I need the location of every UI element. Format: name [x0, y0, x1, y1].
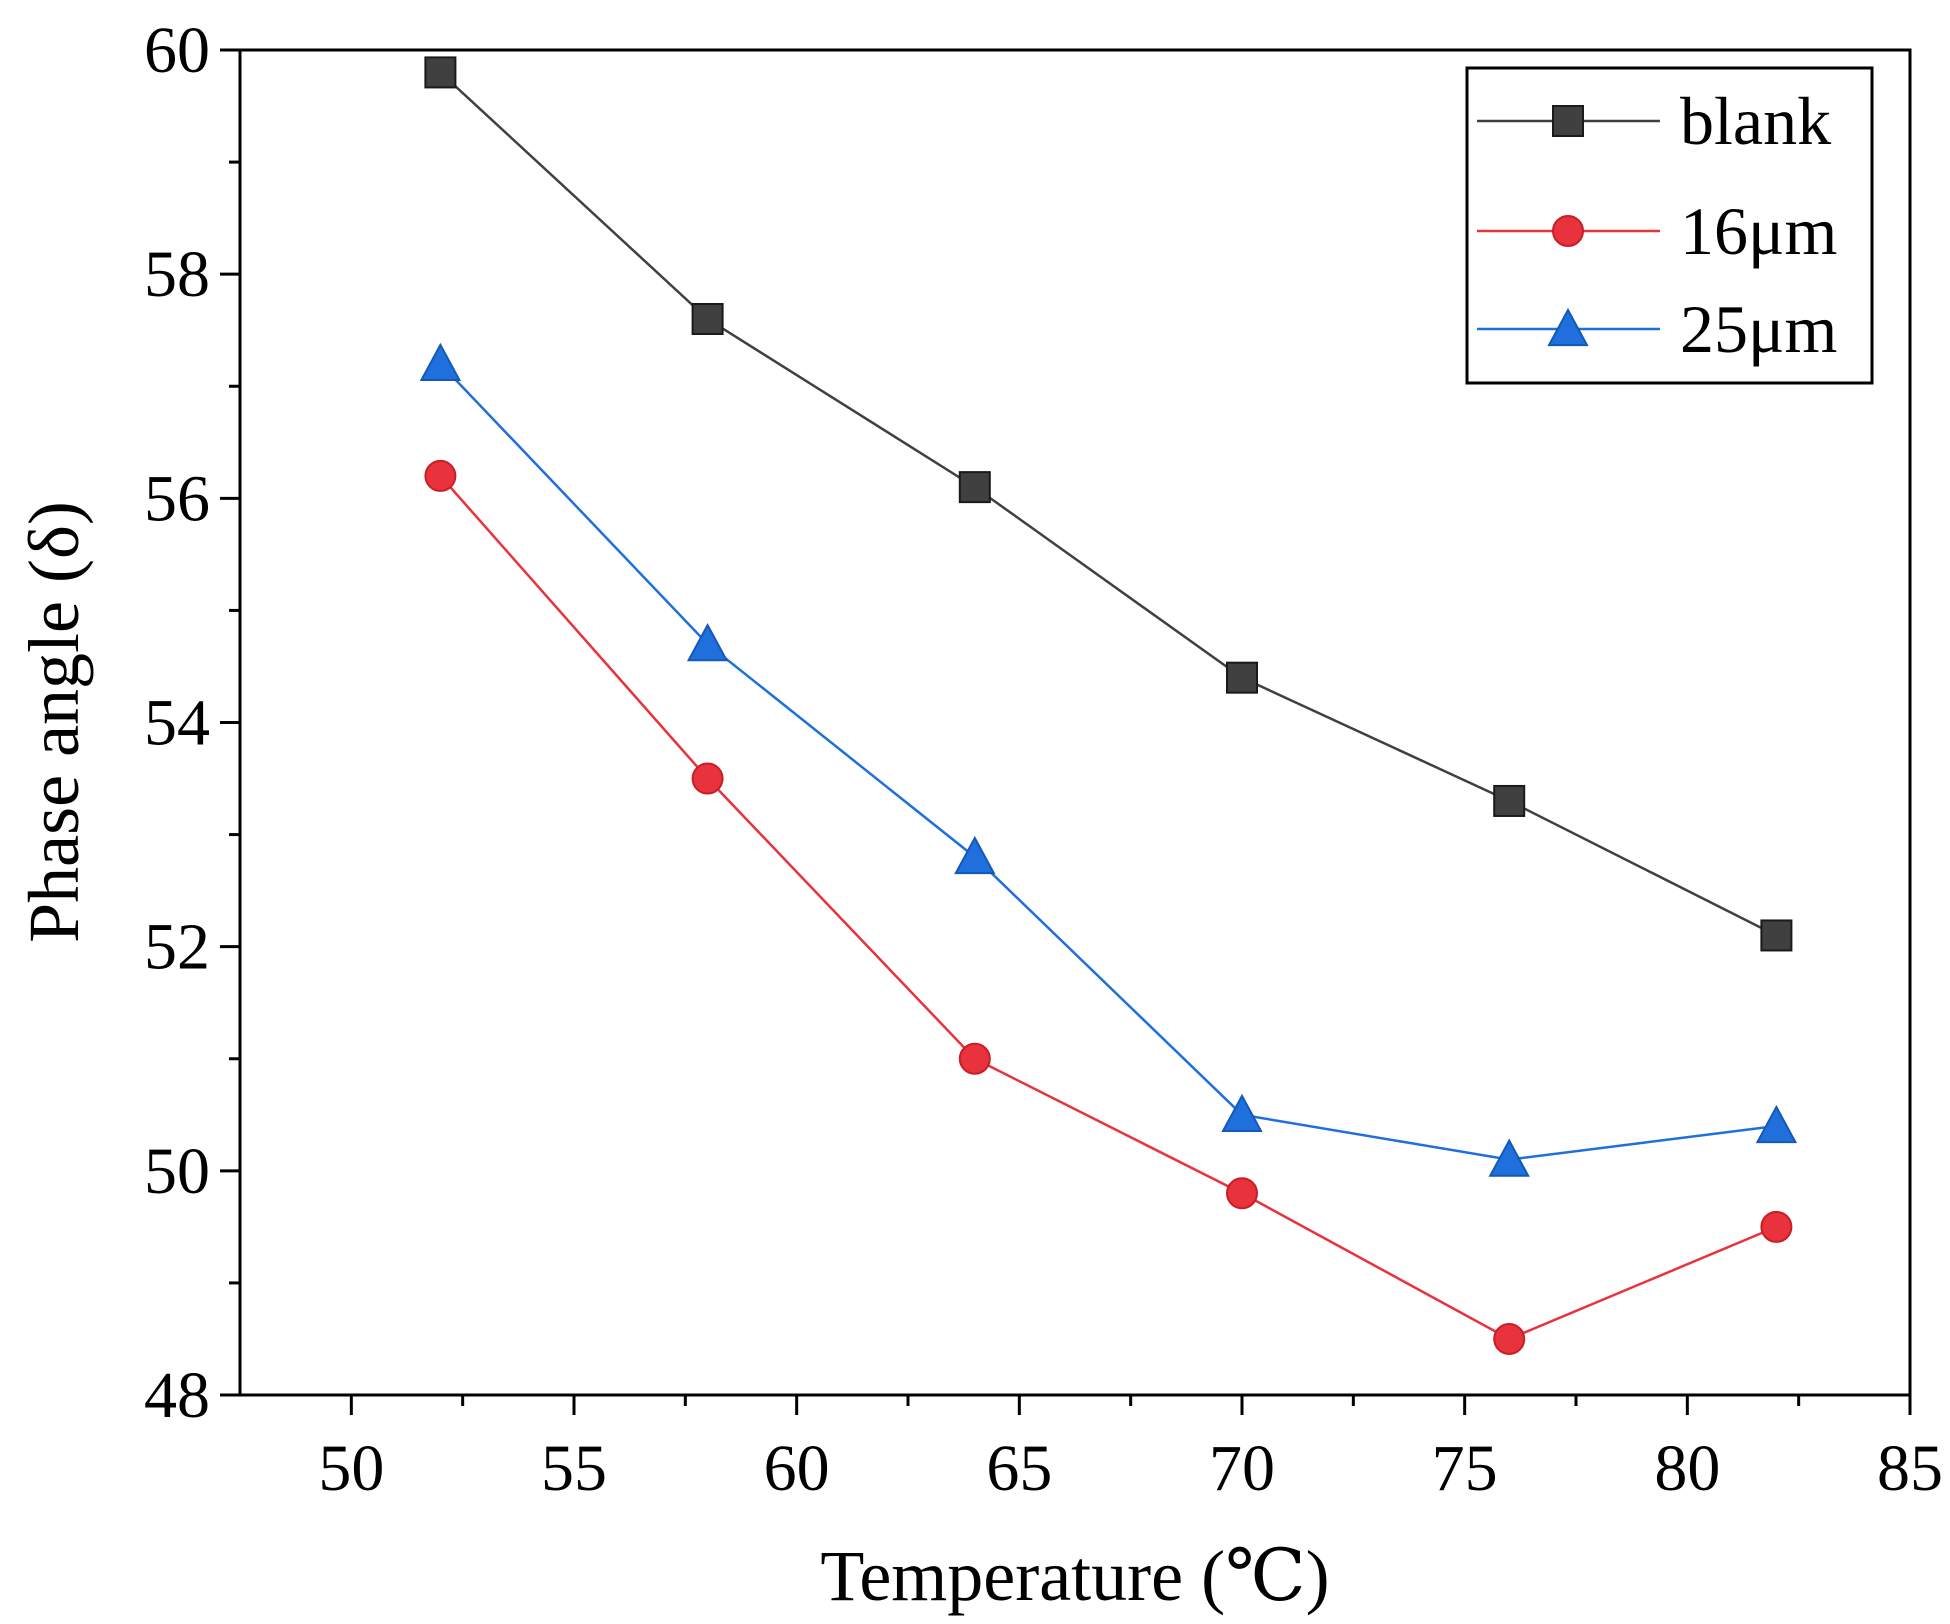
data-point: [1221, 1093, 1263, 1132]
data-point: [1226, 661, 1258, 694]
data-point: [1493, 784, 1526, 817]
x-tick-label: 80: [1654, 1432, 1720, 1505]
legend-label: 25μm: [1680, 291, 1837, 367]
legend-label: blank: [1680, 83, 1831, 159]
data-point: [954, 835, 996, 875]
legend: blank 16μm 25μm: [1465, 66, 1874, 385]
y-tick-label: 52: [144, 911, 210, 984]
y-tick-label: 58: [144, 238, 210, 311]
plot-frame: [238, 48, 1912, 1397]
x-tick-label: 85: [1877, 1432, 1943, 1505]
data-point: [1760, 1210, 1793, 1243]
y-tick-label: 60: [144, 14, 210, 87]
data-point: [1760, 919, 1793, 952]
data-point: [1226, 1177, 1258, 1210]
data-point: [424, 459, 457, 492]
x-axis-title: Temperature (℃): [820, 1536, 1329, 1616]
series-16um: [424, 459, 1793, 1355]
data-point: [958, 471, 991, 504]
series-line: [439, 71, 1777, 937]
y-axis-title: Phase angle (δ): [14, 501, 94, 943]
series-line: [439, 475, 1777, 1341]
y-tick-label: 48: [144, 1359, 210, 1432]
data-point: [691, 303, 724, 335]
legend-marker: [1547, 307, 1589, 347]
y-tick-label: 56: [144, 462, 210, 535]
data-point: [686, 622, 729, 662]
series-group: [419, 56, 1798, 1355]
x-tick-label: 50: [318, 1432, 384, 1505]
legend-marker: [1552, 215, 1584, 247]
y-tick-label: 54: [144, 687, 210, 760]
data-point: [419, 342, 462, 381]
axis-ticks: 50 55 60 65 70 75 80 85 48 50 52 54 56 58 60: [144, 14, 1943, 1505]
legend-label: 16μm: [1680, 193, 1837, 269]
x-tick-label: 70: [1209, 1432, 1275, 1505]
data-point: [424, 56, 457, 89]
data-point: [958, 1042, 991, 1075]
data-point: [1488, 1138, 1530, 1177]
series-blank: [424, 56, 1793, 952]
x-tick-label: 65: [986, 1432, 1052, 1505]
legend-marker: [1552, 105, 1584, 137]
data-point: [1493, 1322, 1526, 1355]
data-point: [691, 762, 724, 795]
x-tick-label: 75: [1432, 1432, 1498, 1505]
y-tick-label: 50: [144, 1135, 210, 1208]
x-tick-label: 60: [764, 1432, 830, 1505]
data-point: [1755, 1104, 1798, 1144]
series-line: [439, 362, 1777, 1161]
x-tick-label: 55: [541, 1432, 607, 1505]
series-25um: [419, 342, 1798, 1177]
